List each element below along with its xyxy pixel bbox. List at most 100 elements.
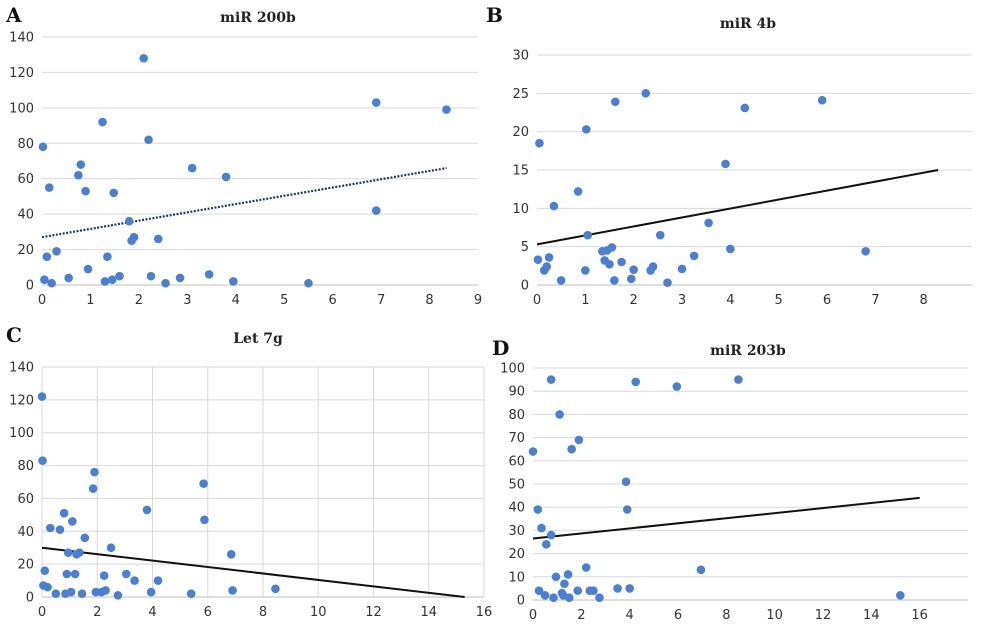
x-tick-label: 8: [722, 608, 730, 623]
data-point: [549, 593, 558, 602]
data-point: [625, 584, 634, 593]
data-point: [45, 523, 55, 533]
data-point: [90, 467, 99, 477]
data-point: [107, 275, 117, 284]
data-point: [626, 274, 636, 284]
data-point: [42, 252, 52, 261]
x-tick-label: 6: [674, 608, 682, 623]
y-tick-label: 20: [17, 558, 34, 573]
panel-letter: D: [492, 336, 509, 360]
data-point: [721, 159, 730, 169]
y-tick-label: 10: [508, 570, 525, 585]
data-point: [595, 593, 604, 602]
y-tick-label: 140: [9, 31, 34, 46]
data-point: [544, 253, 554, 262]
data-point: [740, 103, 750, 113]
y-tick-label: 60: [17, 172, 34, 187]
data-point: [574, 435, 584, 445]
x-tick-label: 1: [581, 293, 589, 308]
x-tick-label: 3: [183, 293, 191, 308]
data-point: [40, 566, 50, 576]
y-tick-label: 80: [17, 137, 34, 152]
data-point: [38, 456, 47, 465]
y-tick-label: 0: [521, 279, 529, 294]
data-point: [62, 569, 72, 579]
y-tick-label: 80: [17, 459, 34, 474]
data-point: [51, 589, 61, 599]
data-point: [704, 218, 713, 228]
data-point: [37, 392, 47, 401]
data-point: [226, 549, 236, 559]
y-tick-label: 0: [26, 279, 34, 294]
chart-panel-C: C Let 7g 0 20 40 60 80 100 120 140 0 2 4 6 8 10 12 14 16: [6, 323, 492, 620]
x-tick-label: 6: [823, 293, 831, 308]
data-point: [121, 569, 131, 579]
y-tick-label: 120: [9, 66, 34, 81]
data-point: [655, 230, 665, 240]
data-point: [621, 477, 631, 486]
data-point: [622, 505, 632, 514]
data-point: [130, 576, 139, 585]
x-tick-label: 5: [775, 293, 783, 308]
data-point: [146, 587, 156, 597]
y-tick-label: 70: [508, 431, 525, 446]
data-point: [186, 589, 196, 599]
data-point: [83, 264, 93, 274]
chart-panel-B: B miR 4b 0 5 10 15 20 25 30 0 1 2 3 4 5 6 7 8: [486, 3, 972, 308]
x-tick-label: 0: [38, 293, 46, 308]
data-point: [200, 515, 209, 525]
data-point: [672, 382, 682, 391]
data-point: [546, 530, 556, 540]
data-point: [861, 246, 870, 256]
data-point: [549, 201, 559, 211]
data-point: [677, 264, 687, 274]
data-point: [613, 584, 622, 593]
data-point: [541, 540, 551, 549]
data-point: [304, 278, 313, 288]
y-tick-label: 80: [508, 408, 525, 423]
data-point: [161, 278, 170, 288]
panel-letter: B: [486, 3, 503, 27]
x-tick-label: 6: [204, 605, 212, 620]
data-point: [199, 479, 208, 488]
data-point: [142, 505, 152, 515]
x-tick-label: 2: [93, 605, 101, 620]
data-point: [560, 579, 569, 589]
x-tick-label: 12: [815, 608, 832, 623]
data-point: [70, 569, 80, 579]
data-point: [144, 135, 153, 145]
data-point: [52, 247, 61, 256]
data-point: [101, 586, 110, 595]
data-point: [442, 105, 451, 114]
data-point: [40, 275, 49, 284]
data-point: [43, 582, 52, 592]
data-point: [229, 277, 238, 286]
x-tick-label: 4: [148, 605, 156, 620]
y-tick-label: 40: [508, 501, 525, 516]
y-tick-label: 15: [512, 164, 529, 179]
x-tick-label: 0: [38, 605, 46, 620]
data-point: [629, 265, 638, 274]
y-tick-label: 50: [508, 478, 525, 493]
data-point: [581, 563, 591, 572]
x-tick-label: 0: [533, 293, 541, 308]
x-tick-label: 3: [678, 293, 686, 308]
data-point: [582, 125, 591, 134]
data-point: [605, 260, 614, 269]
chart-panel-D: D miR 203b 0 10 20 30 40 50 60 70 80 90 100 0 2 4 6 8 10…: [492, 336, 968, 623]
x-tick-label: 1: [86, 293, 94, 308]
trend-line: [41, 546, 465, 598]
data-point: [535, 138, 544, 148]
data-point: [533, 505, 543, 514]
data-point: [47, 278, 56, 288]
data-point: [153, 234, 163, 244]
x-tick-label: 4: [626, 608, 634, 623]
y-tick-label: 30: [508, 524, 525, 539]
data-point: [74, 548, 84, 557]
data-point: [63, 548, 73, 557]
y-tick-label: 120: [9, 393, 34, 408]
data-point: [589, 586, 598, 596]
x-tick-label: 10: [310, 605, 327, 620]
y-tick-label: 25: [512, 87, 529, 102]
data-point: [564, 593, 574, 602]
